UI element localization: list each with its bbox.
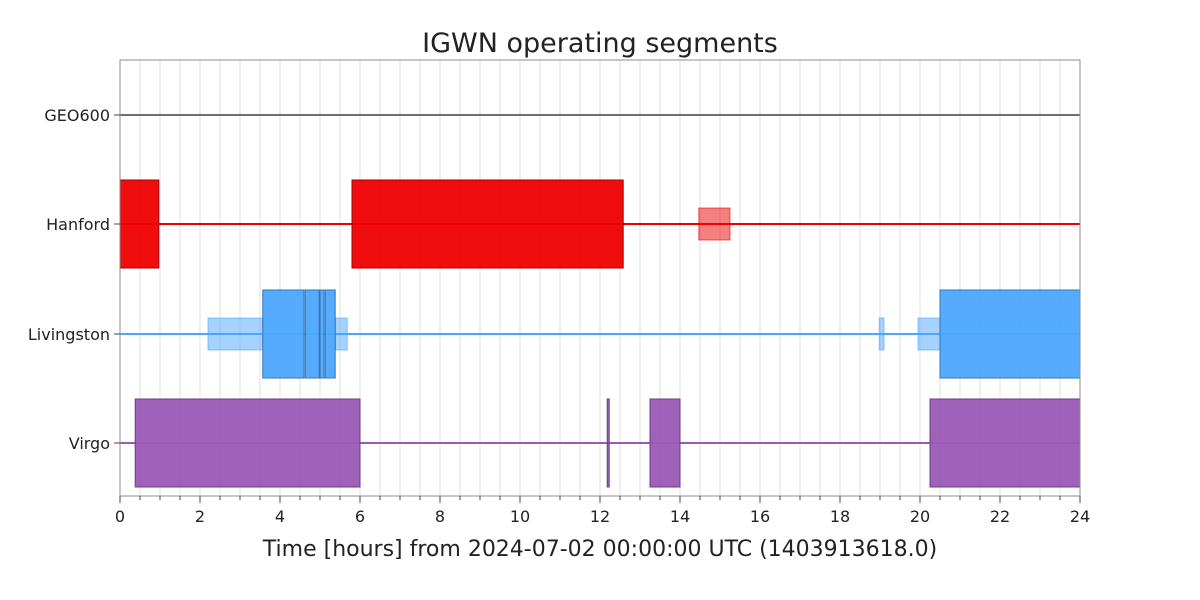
x-tick-label: 22 — [990, 507, 1010, 526]
livingston-segment — [304, 289, 320, 379]
x-tick-label: 6 — [355, 507, 365, 526]
virgo-segment — [649, 398, 681, 488]
x-tick-label: 24 — [1070, 507, 1090, 526]
x-tick-label: 20 — [910, 507, 930, 526]
livingston-secondary-segment — [334, 317, 348, 351]
x-tick-label: 16 — [750, 507, 770, 526]
hanford-secondary-segment — [698, 207, 731, 241]
livingston-secondary-segment — [878, 317, 885, 351]
hanford-segment — [351, 179, 624, 269]
hanford-segment — [119, 179, 160, 269]
virgo-segment — [134, 398, 361, 488]
x-tick-label: 2 — [195, 507, 205, 526]
virgo-label: Virgo — [69, 434, 110, 453]
x-tick-label: 0 — [115, 507, 125, 526]
livingston-label: Livingston — [28, 325, 110, 344]
x-axis: 0 2 4 6 8 10 12 14 16 18 20 22 24 — [115, 496, 1090, 526]
livingston-secondary-segment — [207, 317, 264, 351]
x-tick-label: 12 — [590, 507, 610, 526]
x-tick-label: 14 — [670, 507, 690, 526]
livingston-segment — [262, 289, 305, 379]
livingston-segment — [939, 289, 1081, 379]
x-tick-label: 18 — [830, 507, 850, 526]
virgo-segment — [606, 398, 610, 488]
virgo-segment — [929, 398, 1081, 488]
x-axis-label: Time [hours] from 2024-07-02 00:00:00 UT… — [262, 537, 937, 562]
geo600-label: GEO600 — [44, 106, 110, 125]
segment-bars — [119, 179, 1081, 488]
x-tick-label: 8 — [435, 507, 445, 526]
y-axis: GEO600 Hanford Livingston Virgo — [28, 106, 120, 453]
livingston-segment — [319, 289, 325, 379]
livingston-segment — [324, 289, 336, 379]
x-tick-label: 10 — [510, 507, 530, 526]
x-tick-label: 4 — [275, 507, 285, 526]
hanford-label: Hanford — [46, 215, 110, 234]
chart-title: IGWN operating segments — [422, 28, 778, 59]
livingston-secondary-segment — [917, 317, 941, 351]
